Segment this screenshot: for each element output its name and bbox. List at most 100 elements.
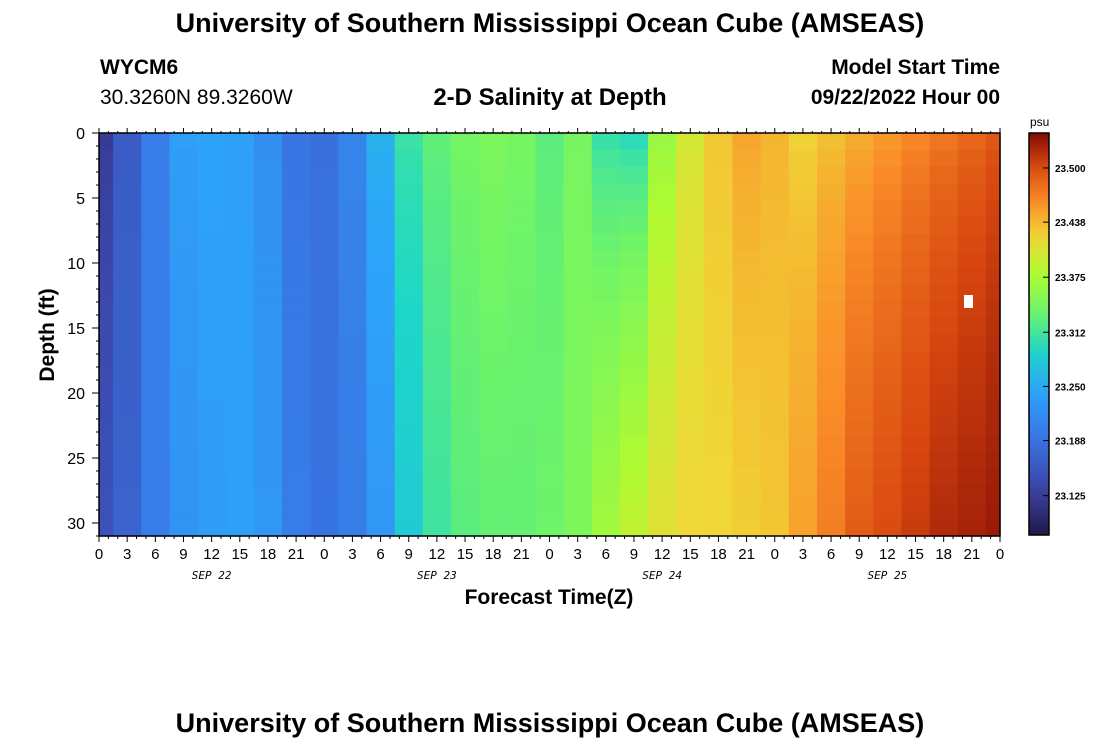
- heatmap-cell: [732, 267, 762, 285]
- heatmap-cell: [957, 233, 987, 252]
- heatmap-cell: [479, 485, 508, 504]
- heatmap-cell: [563, 300, 593, 319]
- heatmap-cell: [732, 284, 762, 302]
- heatmap-cell: [760, 368, 790, 386]
- heatmap-cell: [760, 351, 790, 369]
- heatmap-cell: [732, 368, 762, 386]
- heatmap-cell: [197, 401, 227, 420]
- heatmap-cell: [591, 300, 621, 319]
- heatmap-cell: [901, 401, 931, 420]
- heatmap-cell: [816, 334, 846, 352]
- heatmap-cell: [113, 250, 142, 268]
- heatmap-cell: [366, 149, 396, 168]
- heatmap-cell: [450, 149, 480, 168]
- heatmap-cell: [253, 502, 283, 520]
- heatmap-cell: [732, 468, 762, 487]
- heatmap-cell: [788, 334, 818, 352]
- heatmap-cell: [704, 452, 734, 470]
- heatmap-cell: [479, 334, 508, 352]
- heatmap-cell: [619, 149, 649, 168]
- x-tick-label: 9: [855, 546, 863, 563]
- heatmap-cell: [619, 485, 649, 504]
- heatmap-cell: [479, 468, 508, 487]
- heatmap-cell: [985, 368, 1001, 386]
- heatmap-cell: [197, 418, 227, 436]
- heatmap-cell: [845, 149, 874, 168]
- heatmap-cell: [366, 384, 396, 403]
- heatmap-cell: [197, 435, 227, 453]
- heatmap-cell: [479, 351, 508, 369]
- heatmap-cell: [957, 368, 987, 386]
- heatmap-cell: [169, 317, 199, 336]
- heatmap-cell: [99, 452, 114, 470]
- heatmap-cell: [535, 485, 565, 504]
- heatmap-cell: [929, 183, 959, 201]
- heatmap-cell: [253, 368, 283, 386]
- heatmap-cell: [113, 468, 142, 487]
- heatmap-cell: [310, 401, 339, 420]
- heatmap-cell: [676, 368, 705, 386]
- heatmap-cell: [591, 502, 621, 520]
- heatmap-cell: [338, 368, 368, 386]
- heatmap-cell: [535, 452, 565, 470]
- colorbar-tick-label: 23.125: [1055, 492, 1086, 503]
- heatmap-cell: [957, 502, 987, 520]
- heatmap-cell: [591, 384, 621, 403]
- heatmap-cell: [169, 183, 199, 201]
- heatmap-cell: [197, 250, 227, 268]
- x-tick-label: 9: [630, 546, 638, 563]
- heatmap-cell: [845, 183, 874, 201]
- heatmap-cell: [366, 250, 396, 268]
- heatmap-cell: [985, 334, 1001, 352]
- heatmap-cell: [394, 418, 424, 436]
- heatmap-cell: [225, 267, 255, 285]
- heatmap-cell: [732, 133, 762, 151]
- heatmap-cell: [619, 250, 649, 268]
- colorbar-tick-label: 23.375: [1055, 273, 1086, 284]
- heatmap-cell: [788, 435, 818, 453]
- heatmap-cell: [141, 250, 170, 268]
- heatmap-cell: [535, 284, 565, 302]
- heatmap-cell: [957, 317, 987, 336]
- heatmap-cell: [169, 267, 199, 285]
- heatmap-cell: [619, 200, 649, 218]
- heatmap-cell: [901, 384, 931, 403]
- heatmap-cell: [113, 200, 142, 218]
- heatmap-cell: [845, 351, 874, 369]
- heatmap-cell: [507, 468, 537, 487]
- heatmap-cell: [732, 317, 762, 336]
- heatmap-cell: [225, 452, 255, 470]
- heatmap-cell: [535, 216, 565, 235]
- heatmap-cell: [591, 519, 621, 537]
- heatmap-cell: [394, 351, 424, 369]
- heatmap-cell: [985, 435, 1001, 453]
- heatmap-cell: [929, 300, 959, 319]
- heatmap-cell: [113, 317, 142, 336]
- heatmap-cell: [648, 384, 677, 403]
- heatmap-cell: [704, 485, 734, 504]
- heatmap-cell: [450, 401, 480, 420]
- heatmap-cell: [479, 267, 508, 285]
- heatmap-cell: [732, 351, 762, 369]
- heatmap-cell: [676, 502, 705, 520]
- heatmap-cell: [422, 149, 452, 168]
- heatmap-cell: [676, 183, 705, 201]
- heatmap-cell: [225, 502, 255, 520]
- heatmap-cell: [591, 267, 621, 285]
- heatmap-cell: [732, 300, 762, 319]
- heatmap-cell: [704, 317, 734, 336]
- heatmap-cell: [816, 401, 846, 420]
- heatmap-cell: [99, 368, 114, 386]
- heatmap-cell: [619, 435, 649, 453]
- heatmap-cell: [169, 233, 199, 252]
- heatmap-cell: [450, 418, 480, 436]
- heatmap-cell: [619, 519, 649, 537]
- heatmap-cell: [338, 317, 368, 336]
- heatmap-cell: [732, 485, 762, 504]
- heatmap-cell: [394, 233, 424, 252]
- colorbar-ticks: 23.125 23.188 23.250 23.312 23.375 23.438 23.5…: [1043, 164, 1086, 503]
- heatmap-cell: [901, 452, 931, 470]
- heatmap-cell: [253, 133, 283, 151]
- x-tick-label: 9: [179, 546, 187, 563]
- x-tick-label: 3: [573, 546, 581, 563]
